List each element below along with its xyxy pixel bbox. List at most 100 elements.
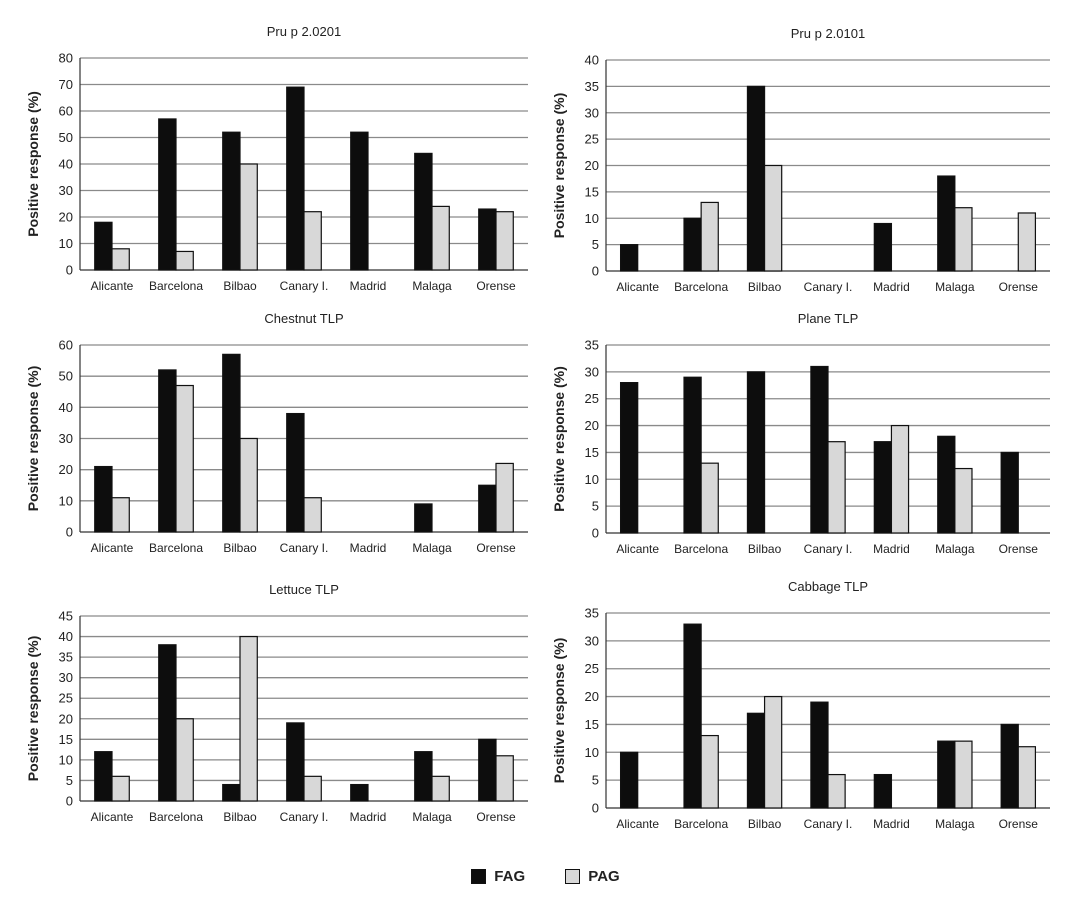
bar-pag-malaga <box>954 740 973 809</box>
bar-fag-malaga <box>937 740 956 809</box>
y-tick-label: 50 <box>59 369 73 384</box>
x-tick-label: Canary I. <box>804 542 853 556</box>
bar-fag-canary-i <box>286 412 305 533</box>
legend-item-fag: FAG <box>471 868 525 885</box>
x-tick-label: Madrid <box>873 817 910 831</box>
bar-fag-madrid <box>873 441 893 534</box>
y-tick-label: 25 <box>585 132 599 147</box>
y-tick-label: 70 <box>59 77 73 92</box>
chart-title: Chestnut TLP <box>264 311 343 326</box>
bar-fag-alicante <box>619 244 639 272</box>
y-tick-label: 30 <box>585 633 599 648</box>
x-tick-label: Bilbao <box>748 280 782 294</box>
y-tick-label: 60 <box>59 338 73 353</box>
x-tick-label: Madrid <box>350 810 387 824</box>
x-tick-label: Madrid <box>873 280 910 294</box>
y-tick-label: 45 <box>59 609 73 624</box>
y-tick-label: 25 <box>585 661 599 676</box>
y-tick-label: 35 <box>585 606 599 621</box>
bar-fag-bilbao <box>746 712 766 809</box>
x-tick-label: Madrid <box>350 541 387 555</box>
x-tick-label: Bilbao <box>223 541 257 555</box>
y-tick-label: 10 <box>585 211 599 226</box>
bar-pag-bilbao <box>239 635 258 802</box>
bar-fag-malaga <box>414 152 433 271</box>
bar-fag-orense <box>478 208 497 271</box>
y-tick-label: 10 <box>585 745 599 760</box>
bar-fag-barcelona <box>683 217 702 272</box>
bar-fag-malaga <box>937 175 956 272</box>
bar-fag-orense <box>478 484 497 533</box>
bar-fag-canary-i <box>286 722 305 802</box>
y-tick-label: 30 <box>585 105 599 120</box>
x-tick-label: Malaga <box>935 817 975 831</box>
y-tick-label: 20 <box>59 711 73 726</box>
bar-pag-bilbao <box>763 695 783 809</box>
bar-fag-barcelona <box>683 376 702 534</box>
y-axis-label: Positive response (%) <box>551 93 567 239</box>
chart-title: Pru p 2.0201 <box>267 24 341 39</box>
x-tick-label: Madrid <box>350 279 387 293</box>
bar-pag-barcelona <box>175 384 194 533</box>
x-tick-label: Malaga <box>412 810 452 824</box>
legend-label-pag: PAG <box>588 868 620 885</box>
y-tick-label: 50 <box>59 130 73 145</box>
bar-fag-malaga <box>414 503 433 533</box>
y-tick-label: 40 <box>585 53 599 68</box>
bar-fag-barcelona <box>158 118 177 271</box>
chart-panel-3: 0 10 20 30 40 50 60 Chestnut TLP Positive respon… <box>25 311 528 555</box>
bar-fag-alicante <box>619 751 639 809</box>
bar-pag-bilbao <box>763 164 783 272</box>
bar-fag-madrid <box>873 773 893 809</box>
x-tick-label: Barcelona <box>149 279 203 293</box>
bar-pag-malaga <box>431 775 450 802</box>
bar-pag-orense <box>495 211 514 271</box>
y-tick-label: 0 <box>592 801 599 816</box>
x-tick-label: Orense <box>476 541 516 555</box>
bar-fag-bilbao <box>746 85 766 272</box>
bar-pag-canary-i <box>303 211 322 271</box>
bar-fag-canary-i <box>286 86 305 271</box>
y-tick-label: 0 <box>592 264 599 279</box>
bar-fag-madrid <box>350 783 369 802</box>
y-tick-label: 80 <box>59 51 73 66</box>
y-tick-label: 5 <box>592 773 599 788</box>
chart-panel-1: 0 10 20 30 40 50 60 70 80 Pru p 2.0201 Positive re… <box>25 24 528 293</box>
y-tick-label: 15 <box>59 732 73 747</box>
y-tick-label: 20 <box>59 210 73 225</box>
bar-pag-canary-i <box>303 497 322 533</box>
legend: FAG PAG <box>0 868 1091 888</box>
bar-pag-barcelona <box>175 718 194 802</box>
x-tick-label: Orense <box>476 810 516 824</box>
x-tick-label: Barcelona <box>674 280 728 294</box>
y-tick-label: 20 <box>585 158 599 173</box>
bar-fag-canary-i <box>810 701 829 809</box>
bar-pag-barcelona <box>700 734 719 809</box>
bar-pag-canary-i <box>303 775 322 802</box>
chart-title: Cabbage TLP <box>788 579 868 594</box>
y-tick-label: 5 <box>592 237 599 252</box>
x-tick-label: Alicante <box>91 810 134 824</box>
x-tick-label: Canary I. <box>804 817 853 831</box>
chart-panel-6: 0 5 10 15 20 25 30 35 Cabbage TLP Positive respon… <box>551 579 1050 831</box>
x-tick-label: Canary I. <box>280 279 329 293</box>
legend-item-pag: PAG <box>565 868 620 885</box>
bar-fag-alicante <box>94 221 113 271</box>
y-tick-label: 0 <box>592 526 599 541</box>
x-tick-label: Malaga <box>935 280 975 294</box>
y-tick-label: 10 <box>59 236 73 251</box>
y-axis-label: Positive response (%) <box>25 91 41 237</box>
bar-fag-alicante <box>94 751 113 802</box>
x-tick-label: Bilbao <box>223 279 257 293</box>
x-tick-label: Canary I. <box>280 541 329 555</box>
y-tick-label: 20 <box>585 418 599 433</box>
bar-fag-madrid <box>873 222 893 272</box>
x-tick-label: Malaga <box>412 279 452 293</box>
chart-title: Plane TLP <box>798 311 858 326</box>
bar-pag-alicante <box>111 248 130 271</box>
x-tick-label: Canary I. <box>804 280 853 294</box>
y-axis-label: Positive response (%) <box>551 638 567 784</box>
bar-pag-canary-i <box>827 441 846 534</box>
legend-swatch-fag <box>471 869 487 884</box>
